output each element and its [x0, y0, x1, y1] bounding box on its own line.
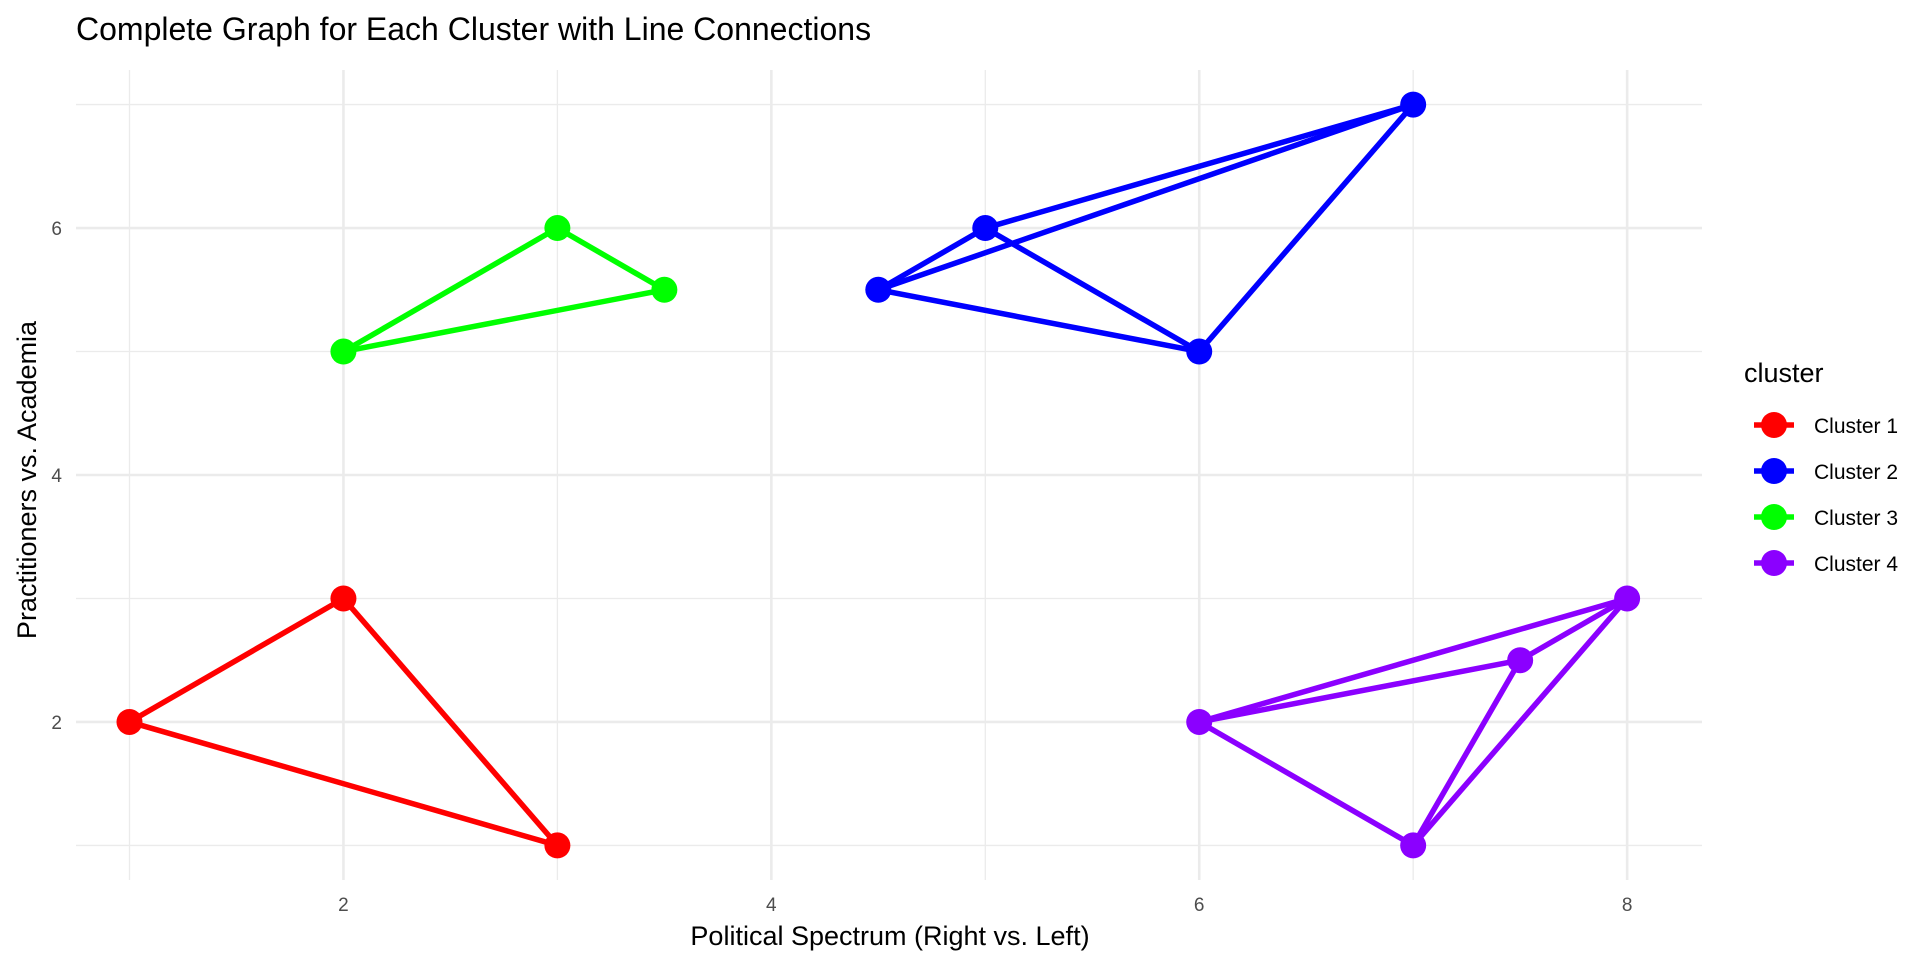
legend-key-point — [1761, 550, 1787, 576]
data-point — [1400, 91, 1427, 118]
cluster-edge — [983, 225, 1201, 354]
data-point — [1186, 338, 1213, 365]
points — [116, 91, 1641, 859]
legend-title: cluster — [1744, 358, 1824, 388]
cluster-edge — [1518, 596, 1629, 663]
data-point — [116, 708, 143, 735]
legend-label: Cluster 4 — [1814, 553, 1898, 576]
data-point — [544, 832, 571, 859]
legend-label: Cluster 3 — [1814, 507, 1898, 530]
cluster-edge — [877, 287, 1200, 355]
cluster-edge — [556, 225, 666, 293]
y-axis-ticks: 2 4 6 — [51, 219, 62, 734]
y-tick-label: 6 — [51, 219, 62, 240]
chart-title: Complete Graph for Each Cluster with Lin… — [76, 11, 871, 47]
data-point — [1614, 585, 1641, 612]
data-point — [330, 585, 357, 612]
y-tick-label: 4 — [51, 466, 62, 487]
data-point — [972, 215, 999, 242]
grid — [76, 70, 1702, 880]
x-axis-ticks: 2 4 6 8 — [338, 895, 1632, 916]
data-point — [1507, 647, 1534, 674]
cluster-edge — [1197, 102, 1416, 354]
cluster-edge — [342, 287, 665, 355]
cluster-edge — [1410, 658, 1523, 847]
data-point — [1186, 708, 1213, 735]
cluster-edge — [342, 225, 559, 354]
legend-key-point — [1761, 458, 1787, 484]
data-point — [651, 276, 678, 303]
x-tick-label: 4 — [766, 895, 777, 916]
cluster-edge — [876, 225, 987, 293]
cluster-edge — [1198, 657, 1521, 725]
legend-label: Cluster 1 — [1814, 415, 1898, 438]
legend-item: Cluster 2 — [1754, 458, 1898, 484]
x-tick-label: 8 — [1622, 895, 1633, 916]
cluster-edge — [128, 719, 559, 849]
cluster-edge — [1198, 595, 1628, 725]
cluster-edge — [877, 101, 1415, 293]
cluster-edge — [341, 596, 560, 848]
legend-item: Cluster 1 — [1754, 412, 1898, 438]
legend-item: Cluster 4 — [1754, 550, 1898, 576]
legend-key-point — [1761, 504, 1787, 530]
cluster-edge — [128, 596, 345, 725]
legend-key-point — [1761, 412, 1787, 438]
x-tick-label: 2 — [338, 895, 349, 916]
data-point — [865, 276, 892, 303]
x-tick-label: 6 — [1194, 895, 1205, 916]
legend-label: Cluster 2 — [1814, 461, 1898, 484]
edges — [128, 101, 1630, 849]
cluster-edge — [984, 101, 1414, 231]
data-point — [330, 338, 357, 365]
y-axis-title: Practitioners vs. Academia — [12, 320, 42, 639]
y-tick-label: 2 — [51, 713, 62, 734]
cluster-edge — [1197, 719, 1415, 848]
cluster-edge — [1411, 596, 1630, 848]
x-axis-title: Political Spectrum (Right vs. Left) — [690, 921, 1089, 951]
data-point — [1400, 832, 1427, 859]
data-point — [544, 215, 571, 242]
legend-item: Cluster 3 — [1754, 504, 1898, 530]
legend: cluster Cluster 1 Cluster 2 Cluster 3 Clust… — [1744, 358, 1898, 576]
